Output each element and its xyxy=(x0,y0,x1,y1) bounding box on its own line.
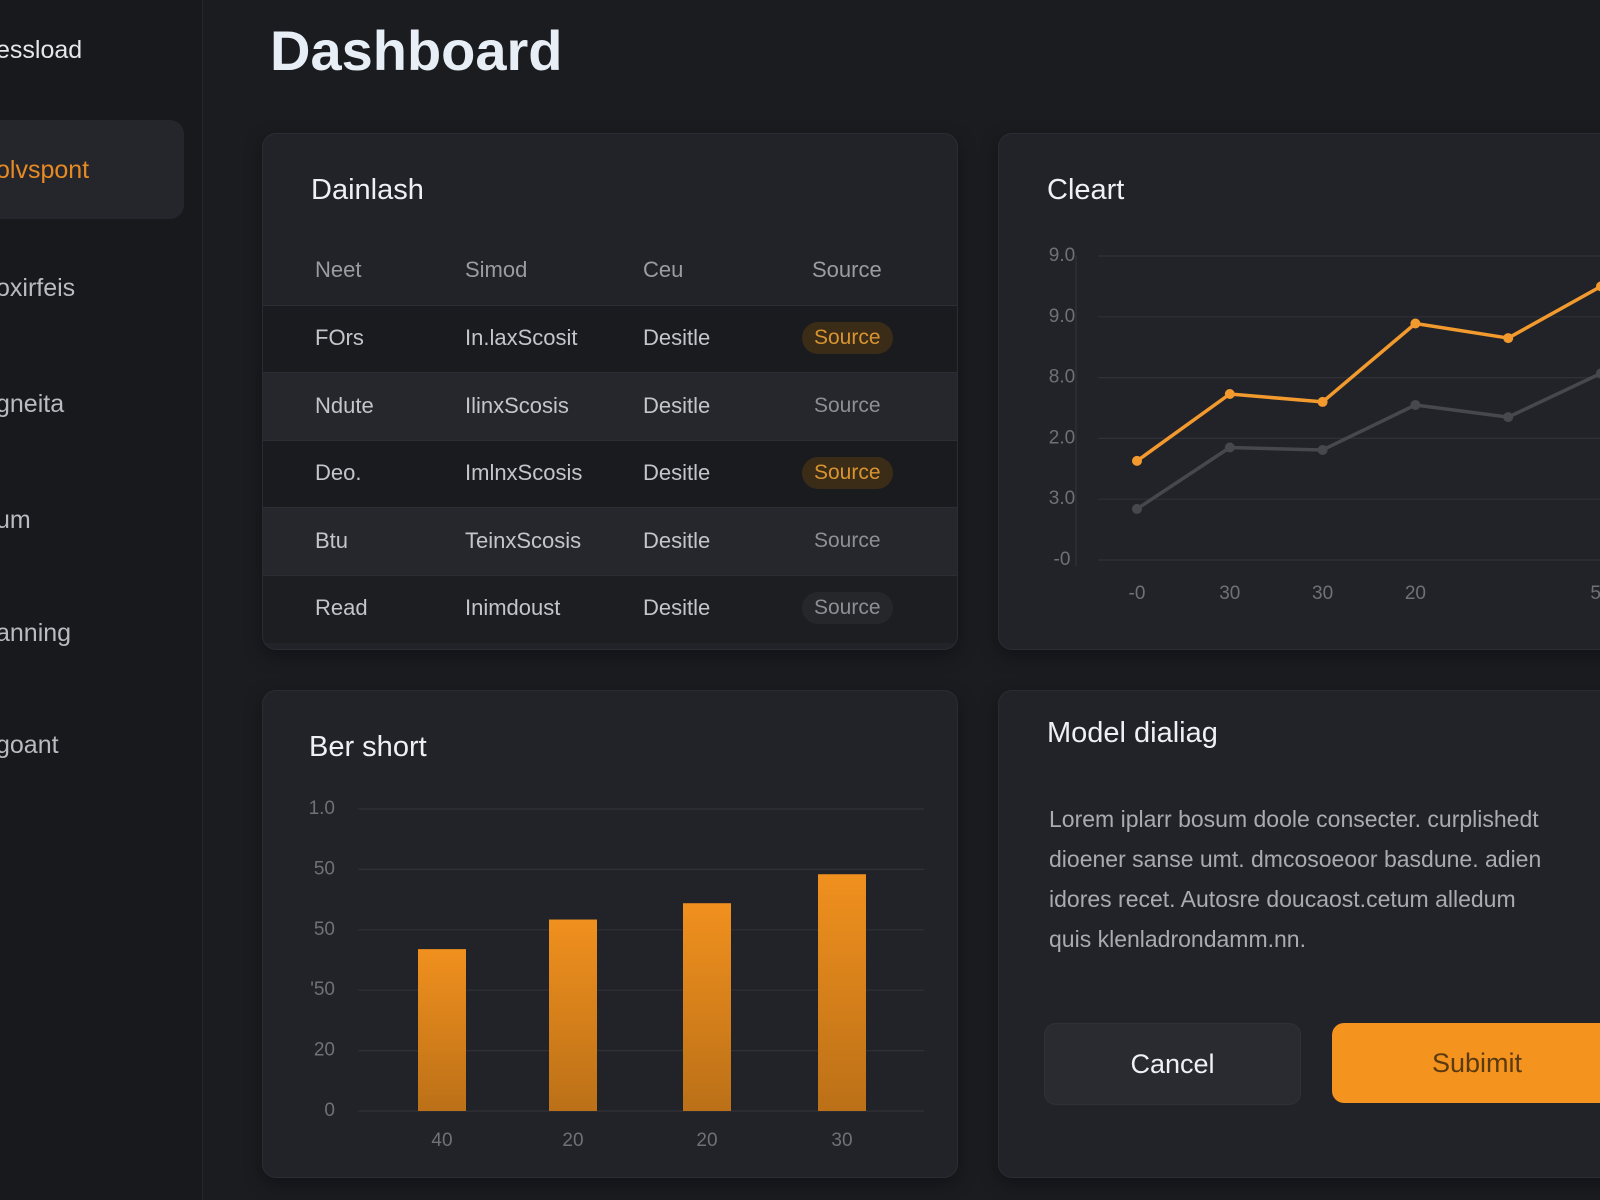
y-tick-label: 0 xyxy=(324,1100,335,1121)
nav-item[interactable]: goant xyxy=(0,731,59,759)
y-tick-label: 1.0 xyxy=(309,798,335,819)
body-line: idores recet. Autosre doucaost.cetum all… xyxy=(1049,886,1516,912)
dialog-body: Lorem iplarr bosum doole consecter. curp… xyxy=(1049,799,1541,959)
bar-chart: 0 20 '50 50 50 1.0 40 20 20 30 xyxy=(309,798,924,1151)
table-cell: Desitle xyxy=(643,460,711,485)
table-cell: Read xyxy=(315,595,368,620)
table-cell: FOrs xyxy=(315,325,364,350)
line-point xyxy=(1224,389,1235,400)
table-cell: Desitle xyxy=(643,595,711,620)
nav-item[interactable]: olvspont xyxy=(0,156,90,184)
source-badge: Source xyxy=(802,592,893,624)
table-cell: Ndute xyxy=(315,392,374,418)
y-tick-label: 8.0 xyxy=(1049,367,1075,388)
source-badge: Source xyxy=(802,322,893,354)
nav-item[interactable]: anning xyxy=(0,619,72,647)
line-chart-card: Cleart -0 3.0 2.0 8.0 9.0 9.0 -0 30 30 20 50 xyxy=(998,133,1600,650)
source-badge: Source xyxy=(814,528,881,552)
line-point xyxy=(1410,318,1421,329)
nav-item[interactable]: gneita xyxy=(0,390,65,418)
y-tick-label: -0 xyxy=(1054,549,1071,570)
page-title: Dashboard xyxy=(270,19,563,82)
card-title: Cleart xyxy=(1047,174,1125,206)
body-line: quis klenladrondamm.nn. xyxy=(1049,926,1306,952)
x-tick-label: 40 xyxy=(431,1130,452,1151)
x-tick-label: 20 xyxy=(696,1130,717,1151)
table-row xyxy=(263,507,957,575)
nav-item[interactable]: oxirfeis xyxy=(0,274,76,302)
x-tick-label: 30 xyxy=(831,1130,852,1151)
table-cell: Deo. xyxy=(315,460,362,485)
bar-shade xyxy=(683,903,731,1111)
y-tick-label: 50 xyxy=(314,919,335,940)
y-tick-label: 9.0 xyxy=(1049,245,1075,266)
line-point xyxy=(1317,396,1328,407)
x-tick-label: 20 xyxy=(1405,583,1426,604)
source-badge: Source xyxy=(814,393,881,417)
bar-shade xyxy=(818,874,866,1111)
y-tick-label: 20 xyxy=(314,1040,335,1061)
dialog: Model dialiag Lorem iplarr bosum doole c… xyxy=(998,690,1600,1178)
column-header: Simod xyxy=(465,257,528,282)
x-tick-label: -0 xyxy=(1129,583,1146,604)
card-title: Dainlash xyxy=(311,174,424,206)
table-cell: TeinxScosis xyxy=(465,527,582,553)
card-title: Ber short xyxy=(309,731,427,763)
table-cell: Btu xyxy=(315,527,349,553)
column-header: Neet xyxy=(315,257,362,282)
source-badge: Source xyxy=(802,457,893,489)
table-cell: ImlnxScosis xyxy=(465,460,583,485)
line-point xyxy=(1224,442,1235,453)
line-point xyxy=(1410,399,1421,410)
line-point xyxy=(1132,503,1142,514)
table-cell: Inimdoust xyxy=(465,595,561,620)
table-cell: Desitle xyxy=(643,392,711,418)
y-tick-label: '50 xyxy=(310,979,335,1000)
bar-shade xyxy=(549,919,597,1111)
submit-button[interactable]: Subimit xyxy=(1332,1023,1600,1103)
line-point xyxy=(1503,333,1514,344)
line-point xyxy=(1317,444,1328,455)
bar-chart-card: Ber short 0 20 '50 50 50 1.0 40 20 20 30 xyxy=(262,690,958,1178)
sidebar: essload olvspont oxirfeis gneita um anning go… xyxy=(0,0,203,1200)
body-line: dioener sanse umt. dmcosoeoor basdune. a… xyxy=(1049,846,1542,872)
dialog-title: Model dialiag xyxy=(1047,717,1218,749)
table-row xyxy=(263,372,957,440)
active-item-bg xyxy=(0,120,184,219)
line-point xyxy=(1596,281,1600,292)
line-point xyxy=(1132,455,1142,466)
line-point xyxy=(1596,368,1600,379)
line-series xyxy=(1136,371,1600,511)
cancel-button[interactable]: Cancel xyxy=(1044,1023,1301,1105)
x-tick-label: 20 xyxy=(562,1130,583,1151)
line-point xyxy=(1503,412,1514,423)
table-cell: Desitle xyxy=(643,527,711,553)
y-tick-label: 3.0 xyxy=(1049,488,1075,509)
table-cell: In.laxScosit xyxy=(465,325,578,350)
table-card: Dainlash Neet Simod Ceu Source FOrs In.laxSco… xyxy=(262,133,958,650)
nav-item[interactable]: um xyxy=(0,506,31,534)
column-header: Source xyxy=(812,257,882,282)
x-tick-label: 30 xyxy=(1312,583,1333,604)
y-tick-label: 2.0 xyxy=(1049,427,1075,448)
bar-shade xyxy=(418,949,466,1111)
table-cell: Desitle xyxy=(643,325,711,350)
body-line: Lorem iplarr bosum doole consecter. curp… xyxy=(1049,806,1539,832)
table-cell: IlinxScosis xyxy=(465,392,569,418)
x-tick-label: 30 xyxy=(1219,583,1240,604)
column-header: Ceu xyxy=(643,257,684,282)
line-series xyxy=(1135,284,1600,463)
brand[interactable]: essload xyxy=(0,36,83,64)
y-tick-label: 9.0 xyxy=(1049,306,1075,327)
line-chart: -0 3.0 2.0 8.0 9.0 9.0 -0 30 30 20 50 xyxy=(1049,245,1600,604)
x-tick-label: 50 xyxy=(1590,583,1600,604)
y-tick-label: 50 xyxy=(314,858,335,879)
